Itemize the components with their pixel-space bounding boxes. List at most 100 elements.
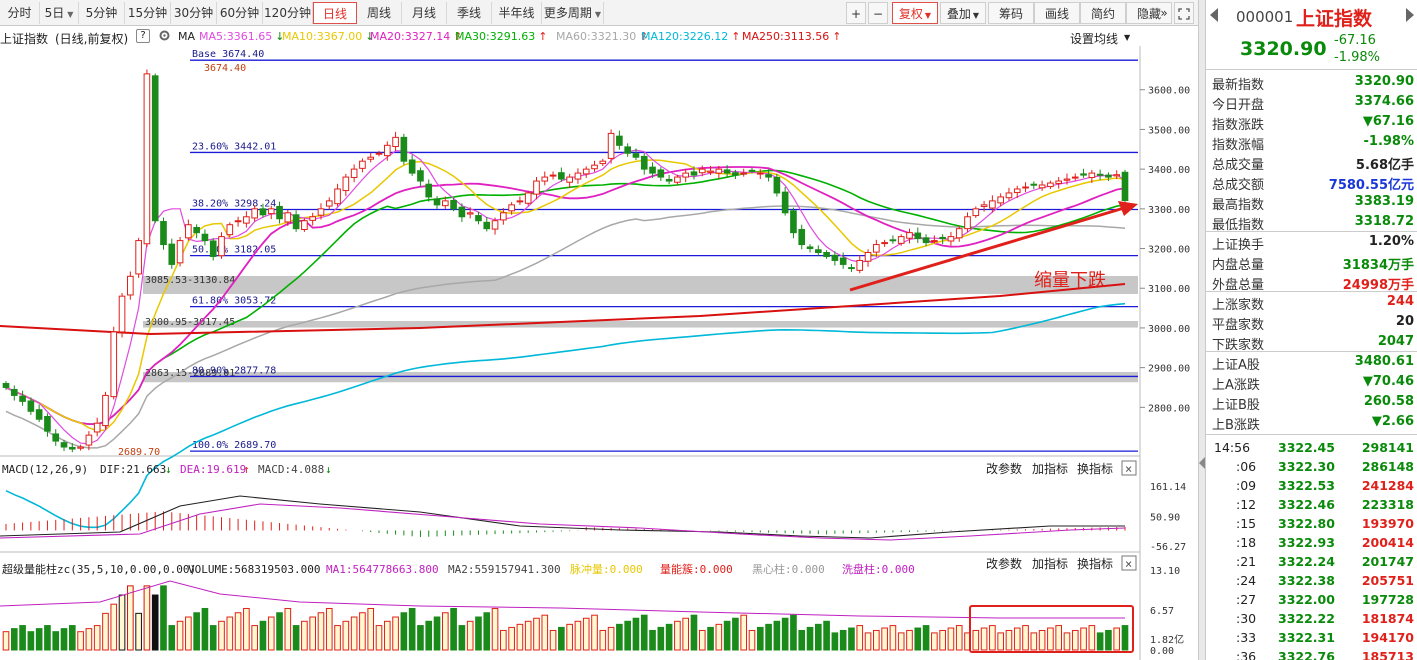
ma-settings-dropdown[interactable]: 设置均线 <box>1070 32 1119 46</box>
volume-bar <box>748 629 756 651</box>
scroll-left-icon[interactable] <box>1210 8 1218 22</box>
plus-button[interactable]: + <box>846 2 866 24</box>
period-tab-1[interactable]: 5日 ▼ <box>40 2 79 24</box>
fuquan-dropdown-label: 复权 <box>898 7 923 21</box>
ma-value-text: MA20:3327.14 <box>370 30 451 43</box>
volume-bar <box>682 617 690 651</box>
kline-chart[interactable]: 3600.00 3500.00 3400.00 3300.00 3200.00 3100.… <box>0 46 1198 660</box>
period-tab-10[interactable]: 季线 <box>447 2 492 24</box>
volume-bar <box>732 617 739 651</box>
chips-button[interactable]: 筹码 <box>988 2 1034 24</box>
gear-icon[interactable] <box>158 29 171 45</box>
macd-adjust-params-button[interactable]: 改参数 <box>986 461 1022 476</box>
volume-bar <box>1113 627 1121 651</box>
candle-body <box>135 240 142 275</box>
dif-line <box>0 495 1125 539</box>
minus-button[interactable]: − <box>868 2 888 24</box>
hide-button[interactable]: 隐藏 <box>1126 2 1172 24</box>
volume-bar <box>176 620 184 651</box>
period-tab-5[interactable]: 60分钟 <box>217 2 263 24</box>
period-tab-12[interactable]: 更多周期 ▼ <box>542 2 604 24</box>
stat-row: 上B涨跌 ▼2.66 <box>1206 412 1417 433</box>
volume-bar <box>52 631 60 651</box>
candle-body <box>500 212 507 221</box>
volume-bar <box>243 607 250 651</box>
tick-price: 3322.93 <box>1278 535 1335 550</box>
volume-add-indicator-button[interactable]: 加指标 <box>1032 556 1068 571</box>
ma-trend-arrow: ↓ <box>365 30 375 43</box>
candle-body <box>690 171 698 176</box>
period-tab-2[interactable]: 5分钟 <box>79 2 125 24</box>
overlay-dropdown[interactable]: 叠加 ▼ <box>940 2 986 24</box>
tick-price: 3322.53 <box>1278 478 1335 493</box>
candle-body <box>980 204 988 207</box>
period-tab-8[interactable]: 周线 <box>357 2 402 24</box>
tick-price: 3322.46 <box>1278 497 1335 512</box>
macd-add-indicator-button[interactable]: 加指标 <box>1032 461 1068 476</box>
volume-bar <box>475 616 482 651</box>
more-tools-button[interactable]: » <box>1160 6 1168 20</box>
period-tab-0[interactable]: 分时 <box>0 2 40 24</box>
volume-bar <box>674 620 681 651</box>
macd-close-button[interactable] <box>1121 460 1137 476</box>
volume-close-button[interactable] <box>1121 555 1137 571</box>
candle-body <box>143 73 151 245</box>
stat-row: 外盘总量 24998万手 <box>1206 272 1417 293</box>
price-mode: (日线,前复权) <box>55 32 129 46</box>
candle-body <box>1113 174 1121 177</box>
high-price-label: 3674.40 <box>204 63 246 74</box>
period-tab-9[interactable]: 月线 <box>402 2 447 24</box>
tick-price: 3322.24 <box>1278 554 1335 569</box>
period-tab-4[interactable]: 30分钟 <box>171 2 217 24</box>
scroll-right-icon[interactable] <box>1406 8 1414 22</box>
candle-body <box>267 208 275 215</box>
candle-body <box>864 252 872 262</box>
fuquan-dropdown[interactable]: 复权 ▼ <box>892 2 938 24</box>
macd-dea: DEA:19.619 <box>180 463 246 476</box>
tick-volume: 205751 <box>1361 573 1414 588</box>
period-tab-11[interactable]: 半年线 <box>492 2 542 24</box>
candle-body <box>93 422 101 433</box>
candle-body <box>1080 173 1087 176</box>
candle-body <box>35 409 43 420</box>
tick-time: :33 <box>1236 630 1257 645</box>
period-tab-3[interactable]: 15分钟 <box>125 2 171 24</box>
candle-body <box>582 168 590 175</box>
volume-bar <box>848 627 855 651</box>
ma-trend-arrow: ↑ <box>453 30 463 43</box>
ma-value-1: MA10:3367.00 ↓ <box>282 30 374 43</box>
simple-mode-button[interactable]: 简约 <box>1080 2 1126 24</box>
ma-value-0: MA5:3361.65 ↓ <box>199 30 284 43</box>
ma30-line <box>5 169 1126 425</box>
candle-body <box>748 169 756 172</box>
tick-row: :06 3322.30 286148 <box>1206 457 1417 476</box>
index-title: 上证指数 <box>0 32 49 46</box>
candle-body <box>558 172 565 180</box>
volume-adjust-params-button[interactable]: 改参数 <box>986 556 1022 571</box>
candle-body <box>259 208 267 216</box>
side-panel-collapse-handle[interactable] <box>1198 0 1206 660</box>
volume-tick-label: 6.57 <box>1150 606 1174 617</box>
ma120-line <box>5 302 1126 529</box>
expand-icon[interactable] <box>1174 2 1194 24</box>
candle-body <box>168 243 176 265</box>
draw-line-button[interactable]: 画线 <box>1034 2 1080 24</box>
period-tab-label: 月线 <box>411 6 436 20</box>
candle-body <box>284 212 292 223</box>
volume-bar <box>10 628 18 651</box>
candle-body <box>732 172 739 176</box>
help-button[interactable]: ? <box>136 29 150 43</box>
period-tab-6[interactable]: 120分钟 <box>263 2 313 24</box>
volume-switch-indicator-button[interactable]: 换指标 <box>1077 556 1113 571</box>
candle-body <box>102 394 109 427</box>
macd-switch-indicator-button[interactable]: 换指标 <box>1077 461 1113 476</box>
tick-row: :15 3322.80 193970 <box>1206 514 1417 533</box>
volume-bar <box>698 629 706 651</box>
volume-bar <box>1121 625 1129 651</box>
vol-ma1: MA1:564778663.800 <box>326 563 439 576</box>
volume-bar <box>491 607 499 651</box>
volume-bar <box>640 614 648 651</box>
candle-body <box>301 220 308 230</box>
volume-bar <box>234 612 242 651</box>
period-tab-7[interactable]: 日线 <box>313 2 357 24</box>
